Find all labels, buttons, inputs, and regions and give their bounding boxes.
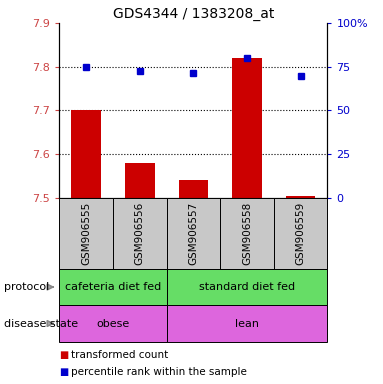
Bar	[274, 198, 327, 269]
Text: GSM906556: GSM906556	[135, 202, 145, 265]
Bar	[286, 195, 315, 198]
Title: GDS4344 / 1383208_at: GDS4344 / 1383208_at	[113, 7, 274, 21]
Text: standard diet fed: standard diet fed	[199, 282, 295, 292]
Text: GSM906557: GSM906557	[188, 202, 198, 265]
Text: GSM906559: GSM906559	[296, 202, 306, 265]
Bar	[59, 198, 113, 269]
Text: ■: ■	[59, 350, 69, 360]
Bar	[125, 163, 154, 198]
Bar	[232, 58, 262, 198]
Bar	[113, 198, 167, 269]
Text: GSM906558: GSM906558	[242, 202, 252, 265]
Text: cafeteria diet fed: cafeteria diet fed	[65, 282, 161, 292]
Text: transformed count: transformed count	[71, 350, 168, 360]
Bar	[59, 305, 167, 342]
Bar	[59, 269, 167, 305]
Bar	[178, 180, 208, 198]
Bar	[167, 269, 327, 305]
Bar	[167, 305, 327, 342]
Text: lean: lean	[235, 318, 259, 329]
Text: percentile rank within the sample: percentile rank within the sample	[71, 367, 247, 377]
Text: ■: ■	[59, 367, 69, 377]
Bar	[71, 110, 101, 198]
Text: obese: obese	[97, 318, 129, 329]
Bar	[167, 198, 220, 269]
Text: protocol: protocol	[4, 282, 49, 292]
Text: disease state: disease state	[4, 318, 78, 329]
Text: GSM906555: GSM906555	[81, 202, 91, 265]
Bar	[220, 198, 274, 269]
